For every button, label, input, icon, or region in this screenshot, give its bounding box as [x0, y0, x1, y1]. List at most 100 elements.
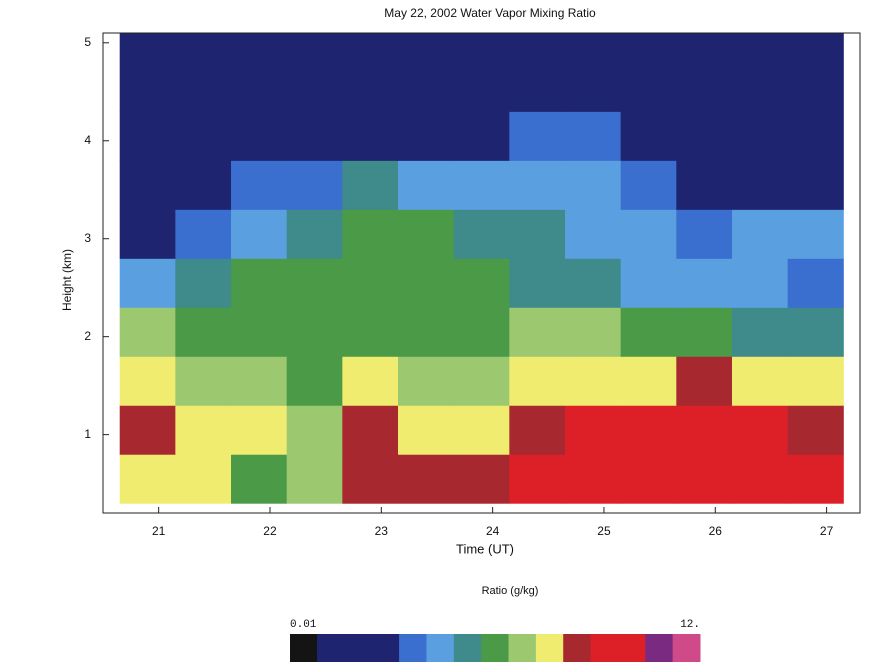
heatmap-cell — [787, 454, 844, 504]
heatmap-cell — [731, 307, 789, 357]
heatmap-cell — [731, 160, 789, 210]
heatmap-cell — [676, 33, 733, 63]
heatmap-cell — [398, 33, 455, 63]
heatmap-cell — [398, 258, 455, 308]
heatmap-cell — [175, 454, 232, 504]
heatmap-cell — [286, 62, 343, 112]
heatmap-cell — [564, 405, 622, 455]
heatmap-cell — [509, 454, 566, 504]
heatmap-cell — [286, 307, 343, 357]
heatmap-cell — [787, 111, 844, 161]
heatmap-cell — [620, 454, 677, 504]
heatmap-cell — [342, 160, 399, 210]
heatmap-cell — [453, 307, 510, 357]
heatmap-cell — [509, 356, 566, 406]
heatmap-cell — [676, 454, 733, 504]
heatmap-cell — [676, 258, 733, 308]
x-tick-label: 25 — [597, 524, 611, 538]
heatmap-cell — [564, 307, 622, 357]
heatmap-cell — [620, 209, 677, 259]
x-tick-label: 23 — [375, 524, 389, 538]
heatmap-cell — [564, 258, 622, 308]
heatmap-cell — [453, 405, 510, 455]
colorbar-swatch — [645, 634, 674, 662]
heatmap-cell — [787, 62, 844, 112]
heatmap-cell — [342, 356, 399, 406]
heatmap-cell — [231, 307, 288, 357]
heatmap-cell — [231, 405, 288, 455]
heatmap-cell — [509, 258, 566, 308]
heatmap-cell — [119, 454, 176, 504]
heatmap-cell — [731, 209, 789, 259]
heatmap-cell — [398, 307, 455, 357]
x-tick-label: 26 — [709, 524, 723, 538]
heatmap-cell — [175, 160, 232, 210]
x-tick-label: 21 — [152, 524, 166, 538]
heatmap-cell — [175, 111, 232, 161]
x-tick-label: 22 — [263, 524, 277, 538]
heatmap-cell — [564, 160, 622, 210]
heatmap-cell — [342, 258, 399, 308]
heatmap-cell — [620, 405, 677, 455]
heatmap-cell — [119, 356, 176, 406]
heatmap-cell — [731, 405, 789, 455]
y-tick-label: 4 — [84, 133, 91, 147]
plot-frame — [102, 32, 861, 514]
heatmap-cell — [453, 454, 510, 504]
heatmap-cell — [342, 33, 399, 63]
colorbar-swatch — [535, 634, 564, 662]
heatmap-cell — [286, 209, 343, 259]
heatmap-cell — [676, 405, 733, 455]
heatmap-cell — [787, 356, 844, 406]
heatmap-cell — [453, 160, 510, 210]
heatmap-cell — [564, 62, 622, 112]
heatmap-cell — [731, 258, 789, 308]
heatmap-cell — [564, 111, 622, 161]
heatmap-cell — [398, 209, 455, 259]
heatmap-cell — [286, 258, 343, 308]
colorbar-label: Ratio (g/kg) — [482, 585, 539, 597]
y-tick-label: 2 — [84, 329, 91, 343]
heatmap-cell — [231, 209, 288, 259]
heatmap-cell — [231, 356, 288, 406]
heatmap-cell — [731, 356, 789, 406]
heatmap-cell — [564, 356, 622, 406]
colorbar-swatch — [317, 634, 400, 662]
colorbar-swatch — [481, 634, 510, 662]
heatmap-cell — [119, 33, 176, 63]
heatmap-cell — [787, 33, 844, 63]
heatmap-cell — [119, 160, 176, 210]
heatmap-cell — [509, 111, 566, 161]
heatmap-cell — [119, 62, 176, 112]
heatmap-cell — [342, 62, 399, 112]
heatmap-cell — [564, 33, 622, 63]
heatmap-cell — [676, 209, 733, 259]
heatmap-cell — [731, 62, 789, 112]
heatmap-cell — [453, 209, 510, 259]
heatmap-cell — [620, 356, 677, 406]
heatmap-cell — [509, 209, 566, 259]
heatmap-cell — [231, 33, 288, 63]
colorbar-swatch — [453, 634, 482, 662]
colorbar-swatch — [290, 634, 318, 662]
heatmap-cell — [342, 209, 399, 259]
heatmap-cell — [787, 160, 844, 210]
heatmap-cell — [231, 258, 288, 308]
y-tick-label: 5 — [84, 35, 91, 49]
colorbar-swatch — [672, 634, 701, 662]
x-tick-label: 24 — [486, 524, 500, 538]
heatmap-cell — [398, 160, 455, 210]
heatmap-cell — [231, 62, 288, 112]
heatmap-cell — [119, 258, 176, 308]
x-tick-label: 27 — [820, 524, 834, 538]
heatmap-cell — [453, 111, 510, 161]
heatmap-cell — [564, 209, 622, 259]
heatmap-cell — [175, 258, 232, 308]
heatmap-cell — [342, 307, 399, 357]
colorbar-tick-label: 0.01 — [290, 619, 317, 631]
heatmap-cell — [453, 258, 510, 308]
heatmap-cell — [286, 160, 343, 210]
heatmap-cell — [787, 258, 844, 308]
y-tick-label: 1 — [84, 427, 91, 441]
heatmap-cell — [509, 33, 566, 63]
